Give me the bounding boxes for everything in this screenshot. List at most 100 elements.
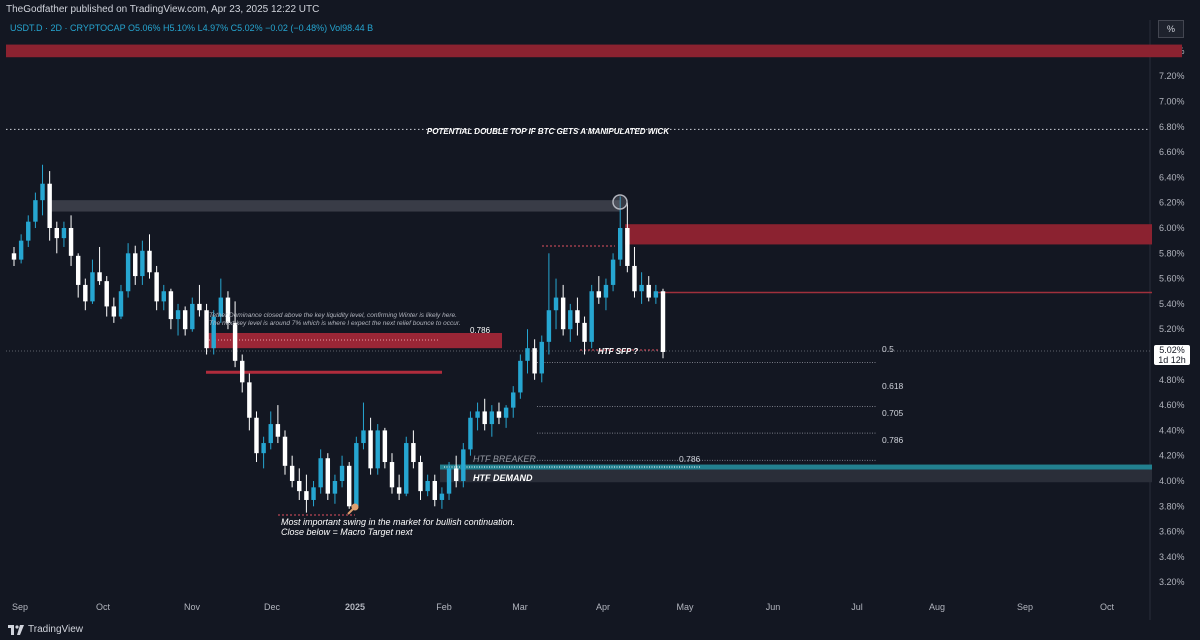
candle-body bbox=[660, 291, 666, 352]
fib-0705-label: 0.705 bbox=[882, 408, 904, 418]
last-price-tag: 5.02% 1d 12h bbox=[1154, 345, 1190, 365]
candle-body bbox=[83, 284, 88, 302]
footer-bar bbox=[0, 620, 1200, 640]
candle-body bbox=[568, 310, 573, 330]
tradingview-logo[interactable]: TradingView bbox=[8, 624, 83, 635]
candle-body bbox=[646, 284, 651, 298]
percent-scale-button[interactable]: % bbox=[1158, 20, 1184, 38]
candle-body bbox=[468, 417, 473, 450]
x-tick-label: Oct bbox=[96, 602, 111, 612]
candle-body bbox=[297, 481, 302, 492]
x-tick-label: Feb bbox=[436, 602, 452, 612]
candle-body bbox=[175, 310, 181, 320]
candle-body bbox=[610, 259, 616, 285]
candle-body bbox=[225, 297, 231, 323]
candle-body bbox=[125, 253, 131, 292]
y-tick-label: 3.40% bbox=[1159, 552, 1185, 562]
candle-body bbox=[47, 183, 52, 228]
candle-body bbox=[396, 487, 402, 494]
candle-body bbox=[282, 436, 288, 466]
htf-demand-zone bbox=[440, 469, 1152, 483]
candle-body bbox=[111, 306, 117, 317]
candle-body bbox=[268, 424, 273, 444]
x-tick-label: Sep bbox=[1017, 602, 1033, 612]
x-tick-label: May bbox=[676, 602, 694, 612]
candle-body bbox=[518, 360, 523, 393]
top-red-zone bbox=[6, 44, 1182, 58]
candle-body bbox=[453, 468, 459, 481]
candle-body bbox=[40, 183, 45, 201]
candle-body bbox=[582, 322, 587, 342]
x-tick-label: Jul bbox=[851, 602, 863, 612]
fib-0786-breaker-label: 0.786 bbox=[679, 454, 701, 464]
y-tick-label: 5.40% bbox=[1159, 299, 1185, 309]
x-tick-label: Oct bbox=[1100, 602, 1115, 612]
candle-body bbox=[575, 310, 580, 323]
candle-body bbox=[97, 272, 102, 282]
candle-body bbox=[596, 291, 602, 298]
tradingview-brand: TradingView bbox=[28, 624, 84, 635]
x-tick-label: Dec bbox=[264, 602, 281, 612]
htf-breaker-zone bbox=[440, 464, 1152, 470]
y-tick-label: 3.20% bbox=[1159, 577, 1185, 587]
candle-body bbox=[560, 297, 566, 330]
y-tick-label: 6.60% bbox=[1159, 147, 1185, 157]
y-tick-label: 5.60% bbox=[1159, 274, 1185, 284]
candle-body bbox=[553, 297, 559, 311]
y-tick-label: 5.80% bbox=[1159, 248, 1185, 258]
candle-body bbox=[503, 407, 509, 418]
candle-body bbox=[197, 303, 202, 311]
candle-body bbox=[190, 303, 195, 330]
tether-note-line-2: The next key level is around 7% which is… bbox=[209, 320, 461, 327]
fib-0618-label: 0.618 bbox=[882, 381, 904, 391]
candle-body bbox=[439, 493, 445, 500]
y-tick-label: 6.20% bbox=[1159, 198, 1185, 208]
y-tick-label: 6.80% bbox=[1159, 122, 1185, 132]
key-icon-head bbox=[351, 503, 359, 511]
candle-body bbox=[461, 449, 466, 481]
candle-body bbox=[168, 291, 174, 320]
candle-body bbox=[525, 348, 530, 361]
candle-body bbox=[432, 481, 437, 500]
candle-body bbox=[361, 430, 366, 444]
y-tick-label: 3.80% bbox=[1159, 501, 1185, 511]
candle-body bbox=[218, 297, 224, 317]
candle-body bbox=[625, 228, 630, 266]
y-tick-label: 6.40% bbox=[1159, 172, 1185, 182]
y-tick-label: 4.40% bbox=[1159, 425, 1185, 435]
candle-body bbox=[375, 430, 380, 469]
candle-body bbox=[161, 291, 166, 302]
candle-body bbox=[133, 253, 138, 277]
swing-note-line-2: Close below = Macro Target next bbox=[281, 527, 413, 537]
candles-group bbox=[11, 164, 666, 513]
candle-body bbox=[354, 443, 359, 507]
candle-body bbox=[418, 462, 423, 492]
candle-body bbox=[489, 411, 495, 425]
candle-body bbox=[411, 443, 416, 463]
candle-body bbox=[617, 228, 623, 260]
candle-body bbox=[475, 411, 480, 418]
candle-body bbox=[147, 250, 152, 273]
candle-body bbox=[589, 291, 594, 342]
key-icon-shaft bbox=[347, 508, 354, 515]
x-tick-label: Mar bbox=[512, 602, 528, 612]
x-tick-label: 2025 bbox=[345, 602, 365, 612]
grey-top-zone bbox=[48, 200, 620, 212]
candle-body bbox=[632, 265, 637, 292]
y-tick-label: 7.20% bbox=[1159, 71, 1185, 81]
candle-body bbox=[182, 310, 188, 330]
candle-body bbox=[254, 417, 259, 454]
candle-body bbox=[653, 291, 659, 298]
y-tick-label: 6.00% bbox=[1159, 223, 1185, 233]
publisher-bar: TheGodfather published on TradingView.co… bbox=[0, 0, 1200, 20]
candle-body bbox=[154, 272, 159, 302]
candle-body bbox=[240, 360, 245, 383]
candle-body bbox=[325, 458, 331, 494]
publisher-text: TheGodfather published on TradingView.co… bbox=[6, 4, 320, 15]
symbol-legend: USDT.D · 2D · CRYPTOCAP O5.06% H5.10% L4… bbox=[10, 23, 374, 33]
candle-body bbox=[304, 491, 309, 500]
candle-body bbox=[275, 424, 281, 437]
x-tick-label: Jun bbox=[766, 602, 781, 612]
y-tick-label: 4.80% bbox=[1159, 375, 1185, 385]
